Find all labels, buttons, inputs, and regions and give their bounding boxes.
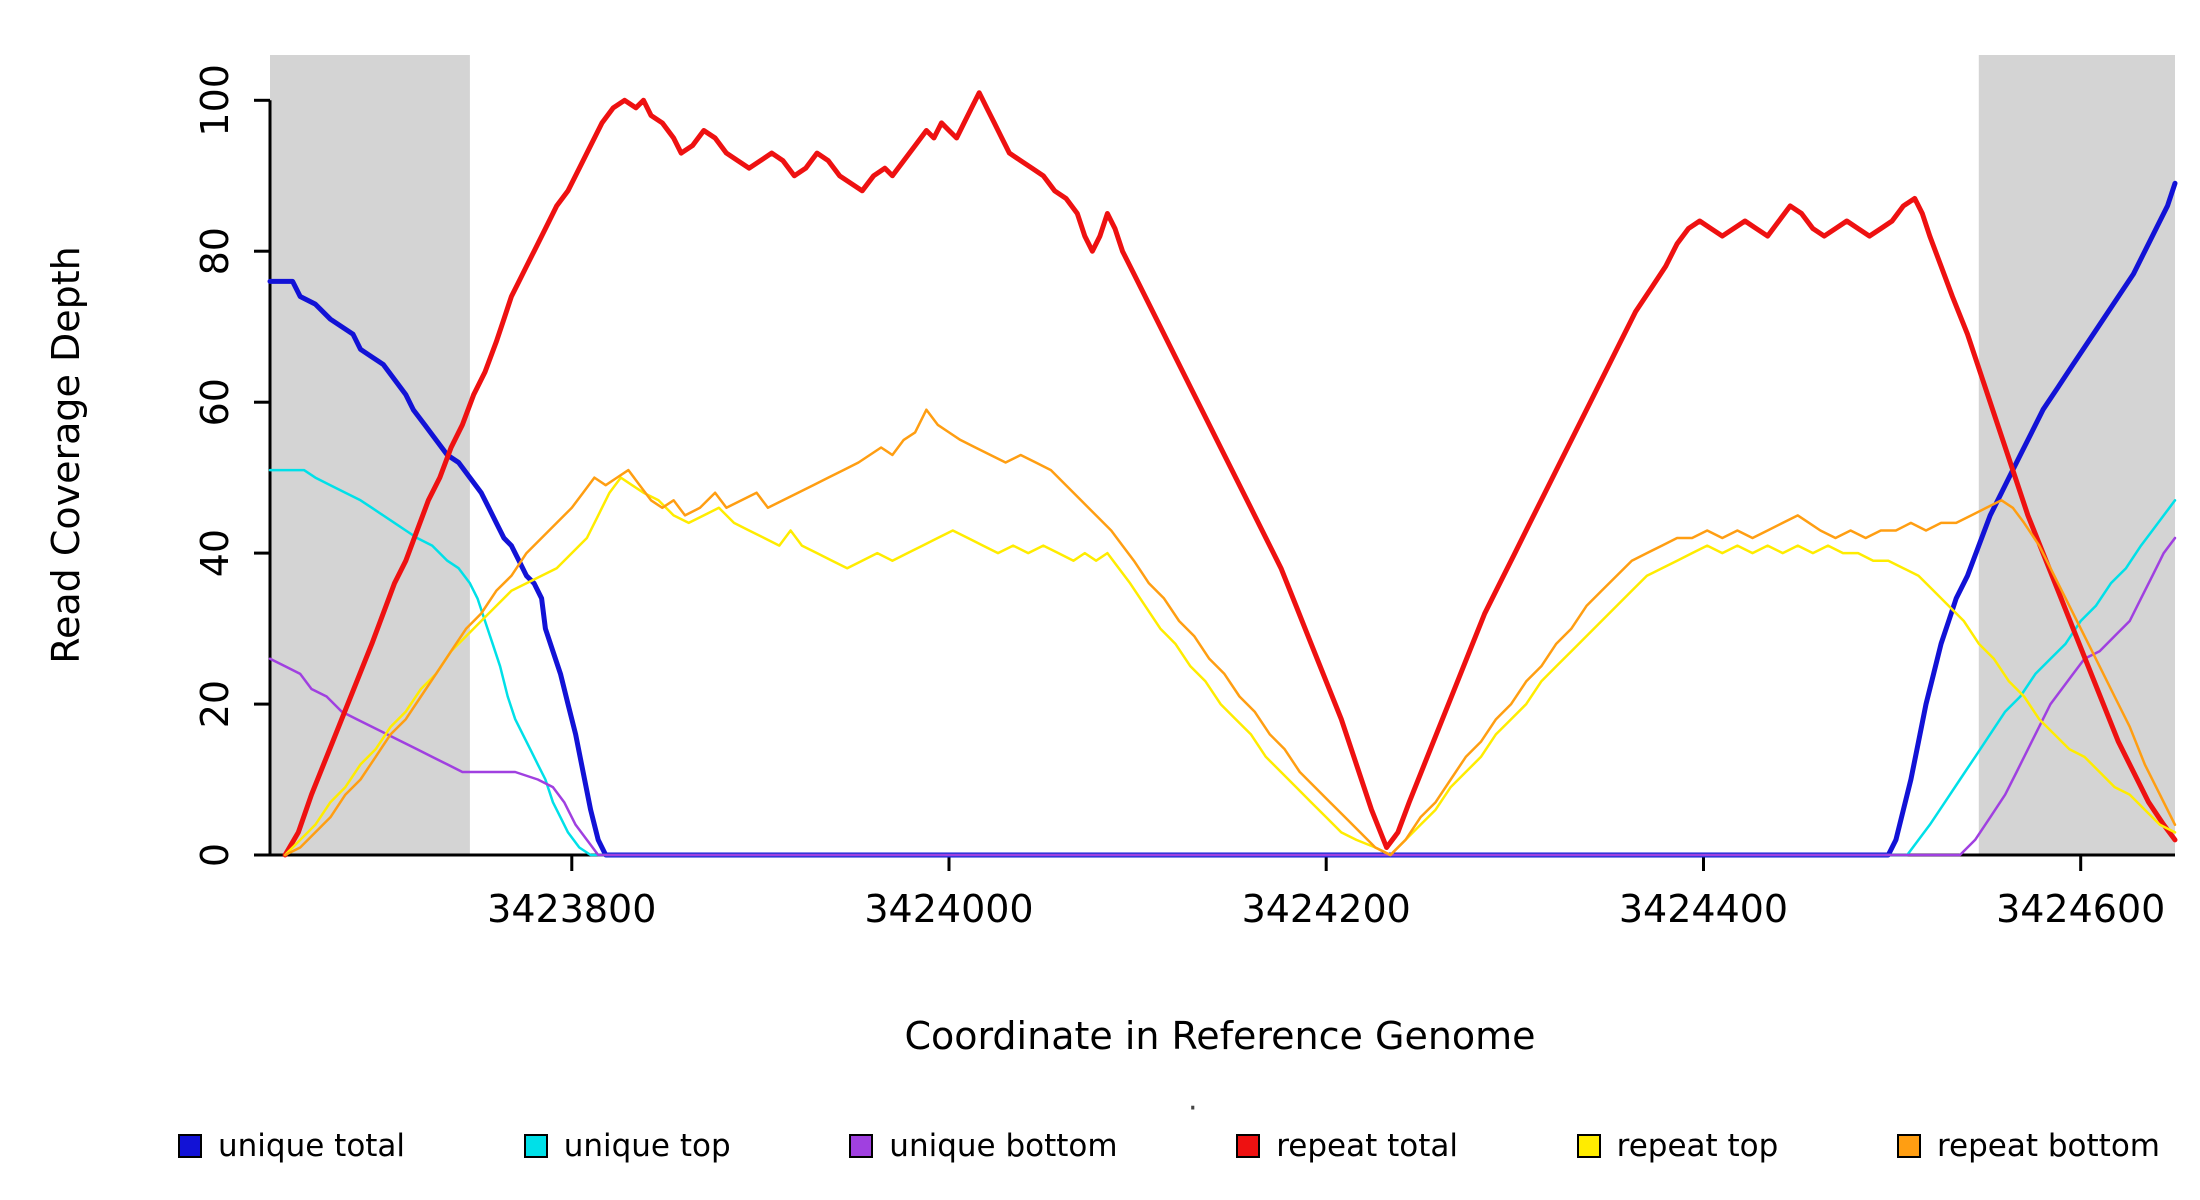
y-axis-title: Read Coverage Depth [44,246,88,664]
y-tick-label: 0 [193,843,237,867]
legend-swatch-unique-total [178,1134,202,1158]
legend-label-repeat-top: repeat top [1616,1128,1779,1164]
legend-item-repeat-top: repeat top [1576,1128,1779,1164]
stray-dot: · [1188,1091,1198,1126]
legend-label-repeat-bottom: repeat bottom [1936,1128,2160,1164]
legend-item-repeat-bottom: repeat bottom [1896,1128,2160,1164]
y-tick-label: 40 [193,529,237,577]
x-tick-label: 3423800 [487,887,656,931]
series-line-repeat-bottom [283,408,2177,857]
x-tick-label: 3424600 [1996,887,2165,931]
x-tick-label: 3424400 [1619,887,1788,931]
plot-area: 3423800 3424000 3424200 3424400 3424600 0 20 40… [193,55,2178,931]
legend-item-unique-top: unique top [523,1128,731,1164]
shaded-region [270,55,470,855]
legend-swatch-unique-top [523,1134,548,1158]
legend-label-unique-total: unique total [218,1128,406,1164]
series-line-unique-bottom [268,536,2177,857]
legend: unique total unique top unique bottom repea… [178,1118,2160,1174]
shaded-region [1978,55,2175,855]
legend-item-repeat-total: repeat total [1236,1128,1458,1164]
legend-item-unique-bottom: unique bottom [849,1128,1118,1164]
series-line-unique-total [267,180,2178,858]
x-tick-label: 3424000 [864,887,1033,931]
x-axis-title: Coordinate in Reference Genome [904,1014,1536,1058]
y-tick-label: 60 [193,378,237,426]
legend-swatch-repeat-total [1236,1134,1261,1158]
legend-label-unique-bottom: unique bottom [889,1128,1118,1164]
legend-label-repeat-total: repeat total [1276,1128,1458,1164]
y-tick-label: 20 [193,680,237,728]
legend-swatch-repeat-top [1576,1134,1601,1158]
legend-item-unique-total: unique total [178,1128,405,1164]
series-line-repeat-top [283,476,2177,857]
legend-swatch-unique-bottom [849,1134,874,1158]
x-tick-label: 3424200 [1242,887,1411,931]
y-tick-label: 80 [193,227,237,275]
y-tick-label: 100 [193,64,237,137]
legend-label-unique-top: unique top [563,1128,731,1164]
series-line-repeat-total [282,90,2178,858]
series-line-unique-top [268,468,2177,857]
legend-swatch-repeat-bottom [1896,1134,1921,1158]
